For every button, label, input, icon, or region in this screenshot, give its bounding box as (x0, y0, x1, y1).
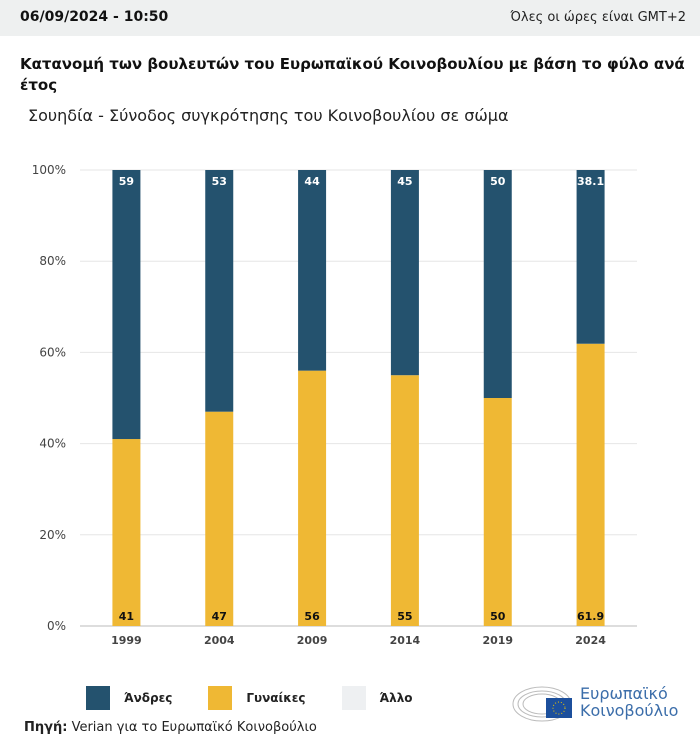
bar-men (483, 170, 512, 398)
bar-women (298, 370, 327, 626)
bar-women (483, 398, 512, 626)
bar-women (112, 439, 141, 626)
data-label: 59 (119, 175, 134, 188)
ep-logo: Ευρωπαϊκό Κοινοβούλιο (512, 682, 678, 722)
data-label: 47 (212, 610, 227, 623)
chart-title: Κατανομή των βουλευτών του Ευρωπαϊκού Κο… (20, 55, 685, 94)
y-tick-label: 20% (39, 528, 66, 542)
x-tick-label: 2024 (575, 634, 606, 647)
top-bar: 06/09/2024 - 10:50 Όλες οι ώρες είναι GM… (0, 0, 700, 36)
x-tick-label: 2009 (297, 634, 328, 647)
y-tick-label: 40% (39, 437, 66, 451)
y-tick-label: 60% (39, 345, 66, 359)
legend-item-other[interactable]: Άλλο (341, 686, 413, 710)
data-label: 41 (119, 610, 134, 623)
data-label: 50 (490, 610, 506, 623)
bar-men (576, 170, 605, 344)
x-tick-label: 2019 (482, 634, 513, 647)
bar-women (205, 411, 234, 626)
datetime: 06/09/2024 - 10:50 (20, 9, 169, 25)
x-tick-label: 2004 (204, 634, 235, 647)
y-tick-label: 100% (32, 163, 66, 177)
data-label: 61.9 (577, 610, 604, 623)
data-label: 55 (397, 610, 412, 623)
hemicycle-logo-icon (512, 686, 572, 722)
data-label: 38.1 (577, 175, 604, 188)
source: Πηγή: Verian για το Ευρωπαϊκό Κοινοβούλι… (24, 720, 317, 735)
chart: 0% 20% 40% 60% 80% 100% 41 59 1999 47 53 2004 56 44 20… (32, 163, 637, 647)
bar-women (576, 343, 605, 626)
bar-men (112, 170, 141, 440)
data-label: 53 (212, 175, 227, 188)
x-tick-label: 2014 (390, 634, 421, 647)
timezone-note: Όλες οι ώρες είναι GMT+2 (510, 10, 686, 25)
y-tick-label: 80% (39, 254, 66, 268)
data-label: 44 (304, 175, 320, 188)
chart-subtitle: Σουηδία - Σύνοδος συγκρότησης του Κοινοβ… (28, 106, 509, 125)
data-label: 50 (490, 175, 506, 188)
bar-women (390, 375, 419, 626)
bar-men (205, 170, 234, 412)
data-label: 45 (397, 175, 412, 188)
x-tick-label: 1999 (111, 634, 142, 647)
bar-men (390, 170, 419, 376)
y-tick-label: 0% (47, 619, 66, 633)
bar-men (298, 170, 327, 371)
legend-item-women[interactable]: Γυναίκες (208, 686, 306, 710)
legend: Άνδρες Γυναίκες Άλλο (86, 686, 449, 710)
data-label: 56 (304, 610, 320, 623)
legend-item-men[interactable]: Άνδρες (86, 686, 172, 710)
